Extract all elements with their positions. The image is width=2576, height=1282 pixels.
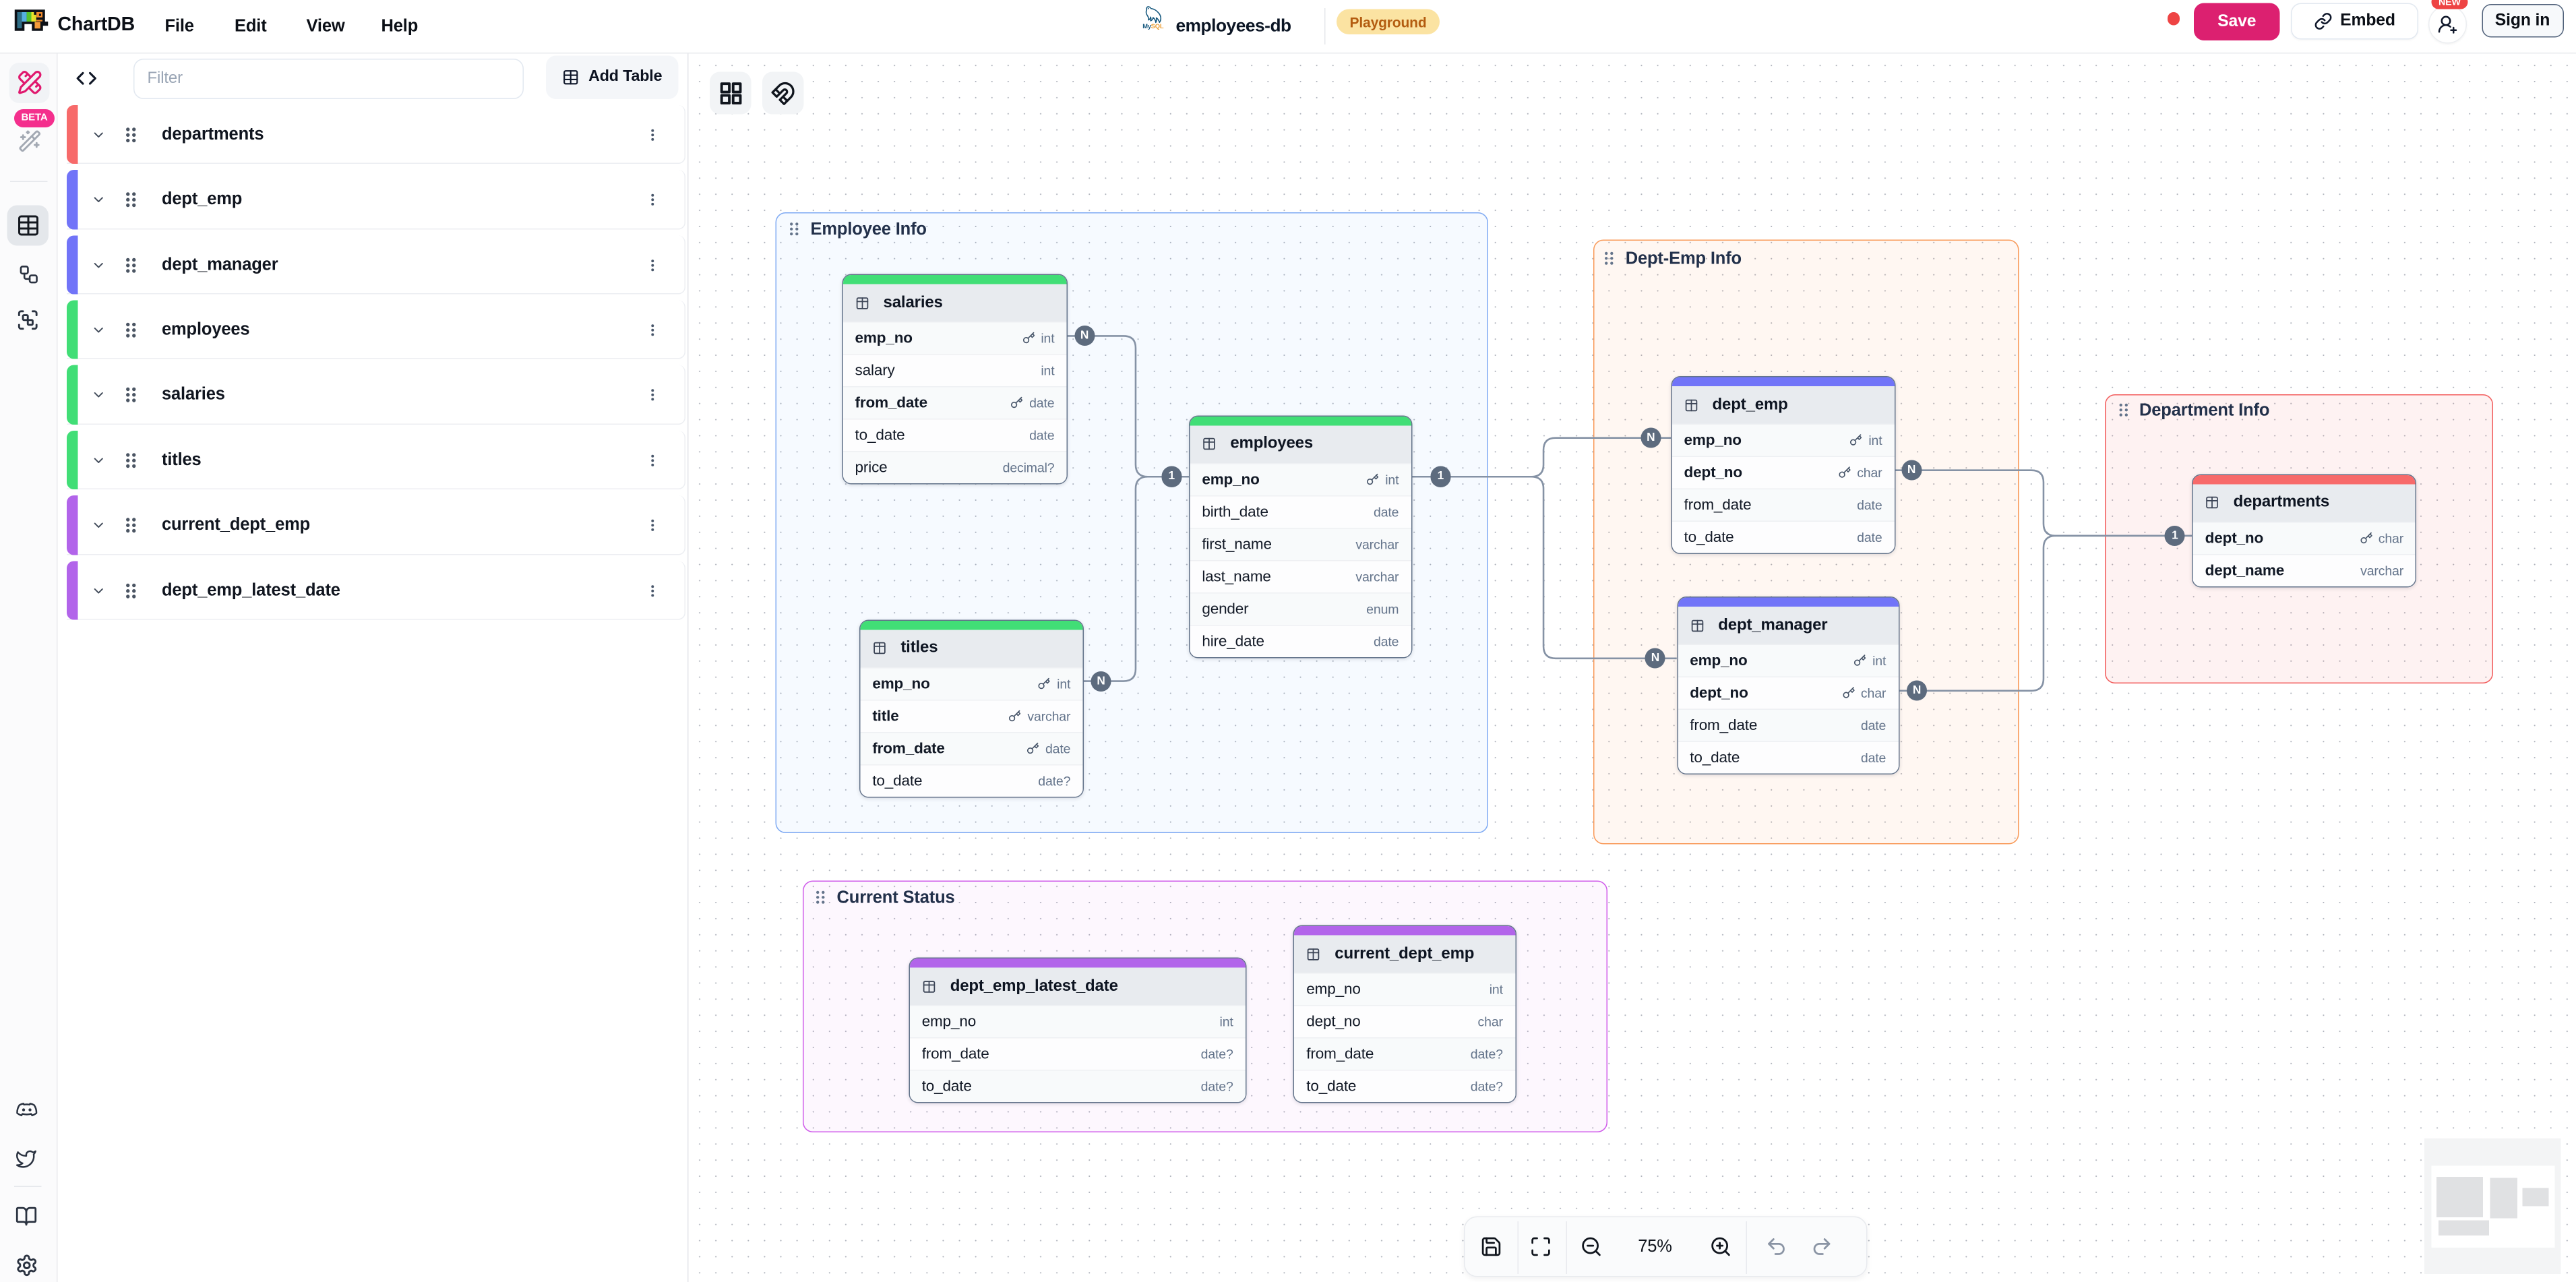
svg-text:SQL: SQL — [1151, 23, 1164, 30]
svg-text:My: My — [1142, 23, 1152, 30]
